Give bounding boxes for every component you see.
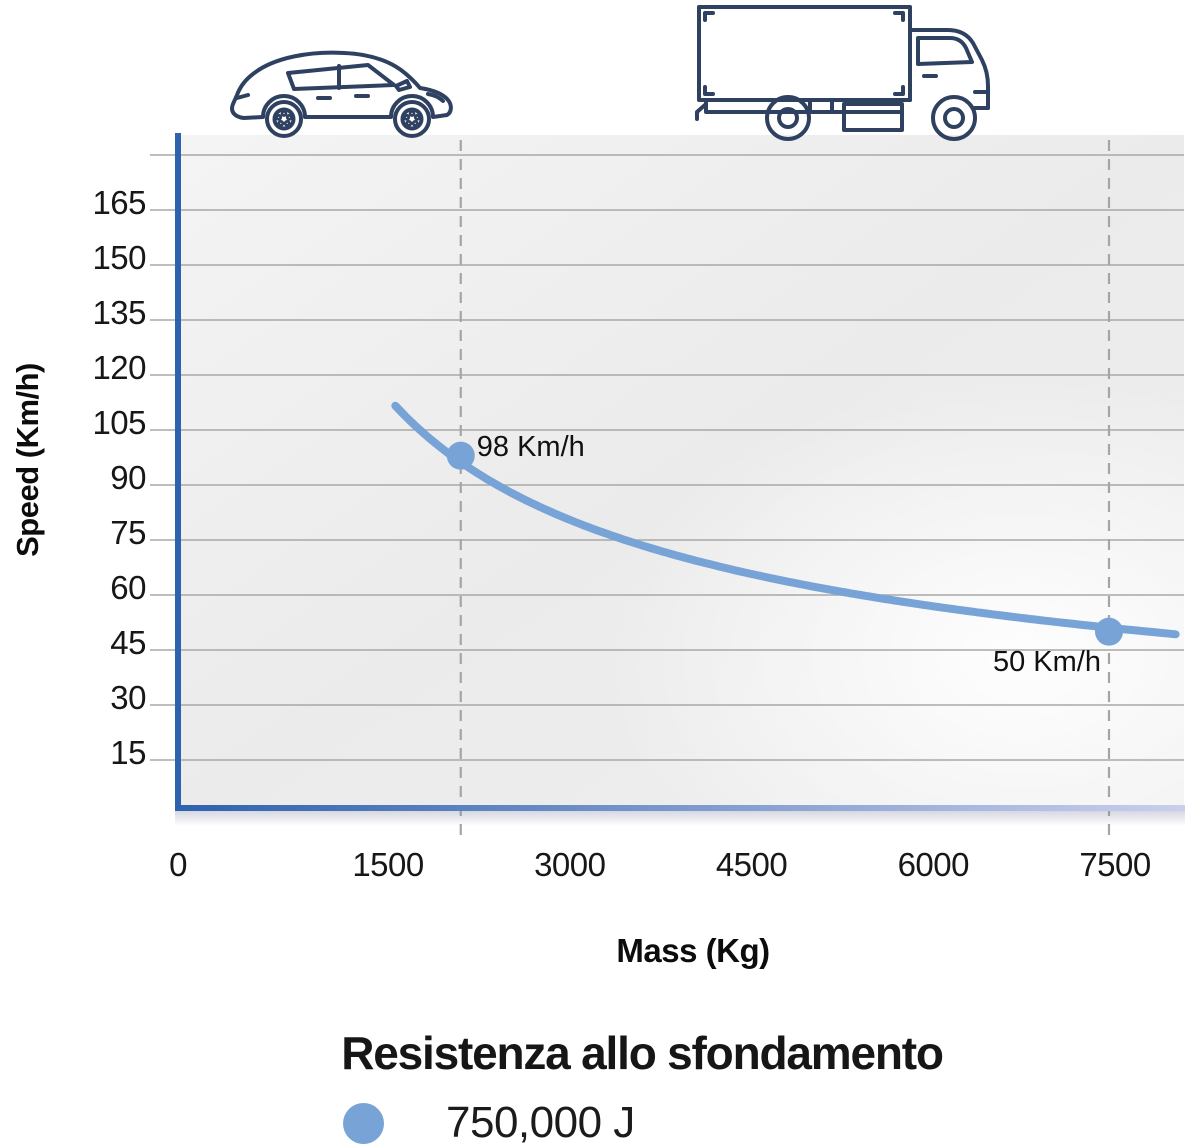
y-tick-label: 135 [92,294,146,331]
y-axis-title: Speed (Km/h) [10,363,45,557]
y-tick-label: 45 [110,624,146,661]
chart-title: Resistenza allo sfondamento [341,1027,944,1079]
y-tick-label: 120 [92,349,146,386]
plot-background-glow [181,135,1184,805]
x-tick-label: 7500 [1079,846,1151,883]
truck-icon [695,5,990,141]
y-tick-label: 90 [110,459,146,496]
x-tick-label: 6000 [897,846,970,883]
y-tick-label: 75 [110,514,146,551]
data-point-car [446,441,475,470]
energy-curve [391,401,1180,639]
point-label-car: 98 Km/h [476,430,585,463]
y-tick-label: 15 [110,734,146,771]
legend-marker-icon [343,1102,384,1144]
x-tick-label: 0 [169,846,187,883]
data-point-truck [1094,617,1123,646]
legend: 750,000 J [343,1098,635,1145]
y-tick-label: 150 [92,239,146,276]
y-tick-label: 165 [92,184,146,221]
y-tick-label: 105 [92,404,146,441]
x-tick-label: 4500 [715,846,788,883]
point-label-truck: 50 Km/h [992,645,1101,678]
car-icon [230,50,453,138]
x-axis-line [175,805,1185,811]
x-tick-label: 1500 [352,846,424,883]
x-axis-shadow [175,811,1185,826]
y-axis-line [175,133,181,811]
y-tick-label: 30 [110,679,146,716]
legend-label: 750,000 J [446,1098,635,1145]
y-tick-label: 60 [110,569,146,606]
x-axis-title: Mass (Kg) [616,932,770,969]
x-tick-label: 3000 [534,846,606,883]
